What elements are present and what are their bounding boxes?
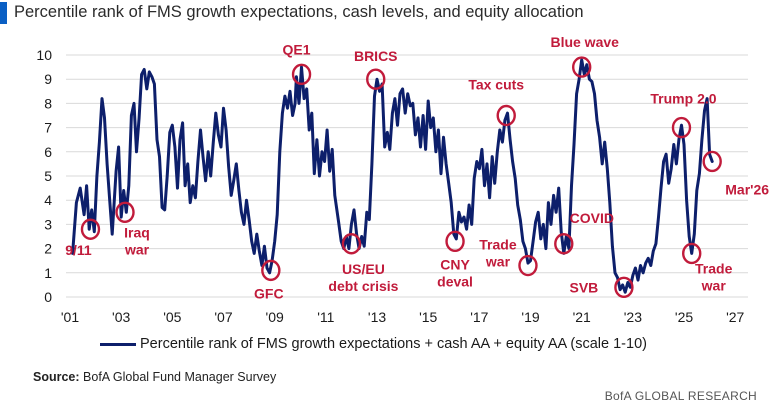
x-tick-label: '03 [112, 309, 130, 325]
annotation-label: Trade war [479, 237, 517, 270]
annotation-marker [341, 233, 362, 255]
annotation-label: QE1 [283, 41, 311, 57]
annotation-label: SVB [570, 279, 599, 295]
grid-lines [66, 54, 748, 298]
line-chart: 0 1 2 3 4 5 6 7 8 9 10 '01 '03 '05 '07 '09 '11 '13 '15 '17… [36, 34, 769, 325]
x-tick-label: '19 [521, 309, 539, 325]
x-tick-label: '21 [573, 309, 591, 325]
annotation-marker [571, 56, 592, 78]
x-tick-label: '05 [163, 309, 181, 325]
y-tick-label: 0 [44, 289, 52, 305]
x-tick-label: '15 [419, 309, 437, 325]
annotation-marker [291, 63, 312, 86]
x-tick-label: '25 [675, 309, 693, 325]
annotation-label: GFC [254, 285, 284, 301]
annotation-marker [496, 104, 516, 127]
chart-title: Percentile rank of FMS growth expectatio… [14, 3, 584, 21]
annotation-marker [614, 276, 634, 299]
annotation-label: CNY deval [437, 256, 473, 289]
annotation-marker [554, 233, 574, 255]
x-tick-label: '01 [61, 309, 79, 325]
title-accent-bar [0, 2, 7, 24]
legend-label: Percentile rank of FMS growth expectatio… [140, 336, 647, 352]
x-tick-label: '07 [214, 309, 232, 325]
x-tick-label: '09 [266, 309, 284, 325]
x-tick-label: '27 [726, 309, 744, 325]
x-tick-label: '23 [624, 309, 642, 325]
y-tick-label: 3 [44, 216, 52, 232]
footer-brand: BofA GLOBAL RESEARCH [604, 389, 757, 403]
source-label: Source: [33, 370, 80, 384]
annotation-label: Iraq war [124, 224, 150, 257]
annotation-label: Trump 2.0 [650, 91, 716, 107]
y-tick-label: 10 [36, 47, 52, 63]
annotation-label: Trade war [695, 260, 733, 293]
y-tick-label: 7 [44, 120, 52, 136]
x-tick-label: '11 [317, 309, 334, 325]
legend: Percentile rank of FMS growth expectatio… [100, 336, 647, 352]
annotation-marker [518, 254, 538, 277]
annotation-label: Tax cuts [468, 77, 524, 93]
y-axis-ticks: 0 1 2 3 4 5 6 7 8 9 10 [36, 47, 52, 305]
annotation-marker [702, 150, 722, 173]
y-tick-label: 9 [44, 71, 52, 87]
annotation-marker [366, 68, 386, 90]
annotation-label: Mar'26 [725, 181, 769, 197]
annotation-label: 9/11 [65, 242, 92, 258]
y-tick-label: 1 [44, 265, 52, 281]
annotation-marker [445, 230, 465, 253]
y-tick-label: 5 [44, 168, 52, 184]
x-tick-label: '13 [368, 309, 386, 325]
y-tick-label: 8 [44, 95, 52, 111]
annotations-layer: 9/11 Iraq war GFC QE1 US/EU debt crisis BRICS CN… [65, 34, 769, 301]
y-tick-label: 6 [44, 144, 52, 160]
annotation-marker [671, 116, 692, 139]
legend-swatch [100, 342, 136, 346]
annotation-label: US/EU debt crisis [328, 261, 398, 294]
annotation-marker [682, 242, 702, 265]
annotation-label: COVID [570, 210, 614, 226]
annotation-label: Blue wave [550, 34, 619, 50]
y-tick-label: 4 [44, 192, 52, 208]
series-layer [71, 58, 714, 294]
series-line [71, 58, 714, 294]
x-axis-ticks: '01 '03 '05 '07 '09 '11 '13 '15 '17 '19 '21 '23 '25 '… [61, 309, 745, 325]
y-tick-label: 2 [44, 241, 52, 257]
annotation-marker [261, 259, 281, 282]
source-note: Source: BofA Global Fund Manager Survey [33, 370, 276, 384]
source-text: BofA Global Fund Manager Survey [83, 370, 277, 384]
annotation-marker [80, 218, 101, 240]
annotation-marker [115, 201, 135, 224]
x-tick-label: '17 [470, 309, 488, 325]
annotation-label: BRICS [354, 48, 398, 64]
